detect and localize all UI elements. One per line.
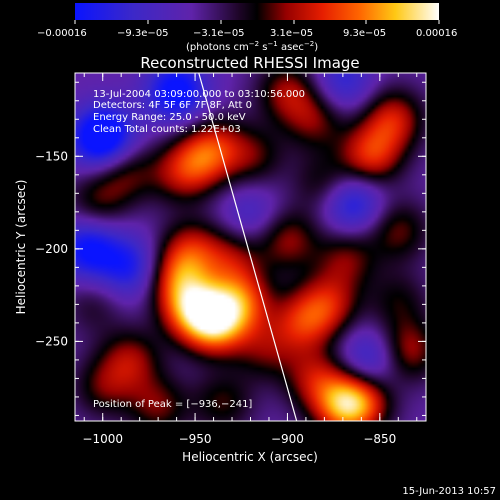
x-axis-label: Heliocentric X (arcsec) bbox=[182, 450, 318, 464]
colorbar bbox=[75, 3, 439, 20]
heatmap-image bbox=[75, 73, 426, 421]
annotation-time: 13-Jul-2004 03:09:00.000 to 03:10:56.000 bbox=[93, 89, 305, 100]
solar-limb-line bbox=[198, 73, 298, 421]
colorbar-tick-label: 0.00016 bbox=[416, 28, 457, 39]
colorbar-tick-label: −3.1e−05 bbox=[193, 28, 245, 39]
x-tick-label: −900 bbox=[271, 432, 304, 446]
chart-title: Reconstructed RHESSI Image bbox=[140, 54, 359, 72]
x-tick-labels: −1000 −950 −900 −850 bbox=[82, 432, 396, 446]
colorbar-tick-labels: −0.00016 −9.3e−05 −3.1e−05 3.1e−05 9.3e−… bbox=[37, 28, 457, 39]
peak-position-label: Position of Peak = [−936,−241] bbox=[93, 399, 252, 410]
y-tick-label: −250 bbox=[35, 334, 68, 348]
x-tick-label: −1000 bbox=[82, 432, 123, 446]
annotation-detectors: Detectors: 4F 5F 6F 7F 8F, Att 0 bbox=[93, 100, 252, 111]
y-tick-label: −150 bbox=[35, 149, 68, 163]
colorbar-ticks bbox=[74, 20, 440, 24]
annotation-block: 13-Jul-2004 03:09:00.000 to 03:10:56.000… bbox=[93, 89, 305, 135]
y-tick-label: −200 bbox=[35, 242, 68, 256]
annotation-energy: Energy Range: 25.0 - 50.0 keV bbox=[93, 112, 246, 123]
colorbar-tick-label: 3.1e−05 bbox=[270, 28, 313, 39]
y-axis-label: Heliocentric Y (arcsec) bbox=[14, 180, 28, 315]
y-tick-labels: −150 −200 −250 bbox=[35, 149, 68, 348]
colorbar-tick-label: −9.3e−05 bbox=[117, 28, 169, 39]
heatmap bbox=[75, 73, 426, 421]
colorbar-unit: (photons cm−2 s−1 asec−2) bbox=[186, 40, 318, 53]
colorbar-tick-label: −0.00016 bbox=[37, 28, 87, 39]
x-tick-label: −950 bbox=[179, 432, 212, 446]
annotation-clean: Clean Total counts: 1.22E+03 bbox=[93, 124, 241, 135]
footer-date: 15-Jun-2013 10:57 bbox=[402, 486, 496, 497]
x-tick-label: −850 bbox=[363, 432, 396, 446]
colorbar-tick-label: 9.3e−05 bbox=[343, 28, 386, 39]
axis-ticks bbox=[75, 73, 426, 421]
